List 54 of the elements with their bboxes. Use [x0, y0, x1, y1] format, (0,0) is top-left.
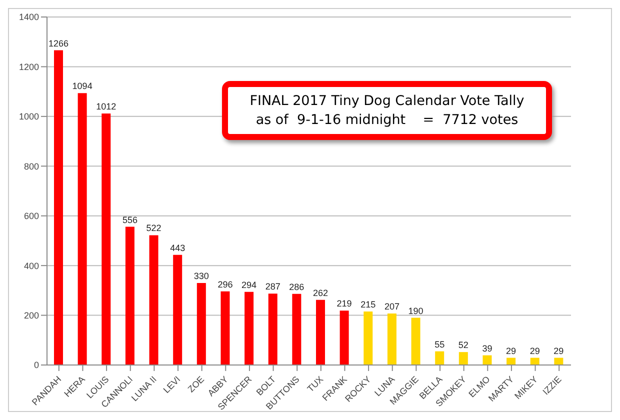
bar: [173, 254, 182, 365]
y-tick-label: 1000: [18, 112, 39, 122]
data-label: 29: [530, 346, 540, 356]
data-label: 219: [336, 298, 352, 309]
data-label: 29: [554, 346, 564, 356]
y-tick-label: 0: [34, 360, 39, 370]
data-label: 286: [289, 282, 304, 292]
bar: [292, 294, 302, 365]
bar: [78, 93, 87, 365]
bar: [530, 358, 540, 365]
data-label: 1094: [72, 81, 92, 92]
bar: [458, 352, 468, 365]
data-label: 29: [506, 346, 516, 356]
bar: [506, 358, 516, 365]
bar: [220, 291, 230, 365]
bar: [482, 355, 492, 365]
x-tick-label: TUX: [305, 374, 326, 394]
y-tick-label: 600: [24, 211, 39, 222]
bar: [54, 50, 63, 365]
y-tick-label: 800: [24, 161, 39, 172]
data-label: 296: [218, 279, 233, 290]
data-label: 207: [384, 302, 400, 312]
data-label: 39: [482, 343, 492, 354]
bar: [125, 226, 134, 365]
data-label: 52: [458, 340, 468, 350]
data-label: 1266: [48, 38, 69, 48]
data-label: 330: [194, 270, 209, 281]
data-label: 215: [360, 300, 376, 310]
y-tick-label: 200: [24, 310, 39, 320]
title-frame: FINAL 2017 Tiny Dog Calendar Vote Tally as of 9-1-16 midnight = 7712 votes: [222, 81, 552, 140]
bar: [554, 358, 564, 365]
bar: [316, 300, 325, 365]
bar: [102, 113, 111, 365]
bar: [149, 235, 158, 365]
data-label: 262: [312, 288, 328, 298]
bar: [268, 294, 278, 365]
bar: [244, 292, 254, 365]
data-label: 190: [408, 306, 424, 316]
bar: [340, 310, 349, 365]
data-label: 294: [242, 280, 257, 290]
bar: [411, 318, 420, 365]
y-tick-label: 1400: [18, 12, 39, 22]
data-label: 55: [434, 339, 445, 350]
y-tick-label: 400: [24, 260, 39, 271]
y-tick-label: 1200: [18, 62, 39, 72]
bar: [364, 312, 373, 365]
bar: [387, 314, 396, 365]
bar: [435, 351, 444, 365]
data-label: 522: [146, 223, 162, 234]
data-label: 443: [170, 242, 186, 253]
data-label: 1012: [96, 101, 116, 112]
bar: [196, 282, 206, 365]
data-label: 556: [122, 214, 138, 225]
data-label: 287: [265, 282, 280, 292]
